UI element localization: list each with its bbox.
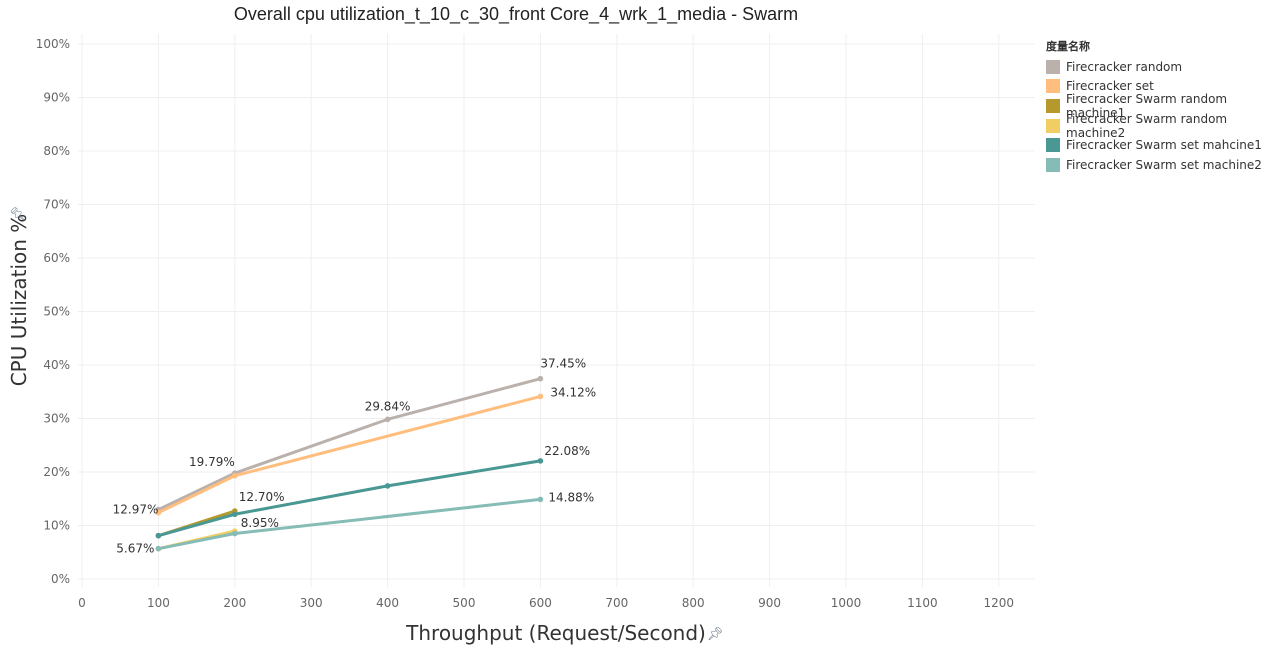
series-line (155, 393, 544, 516)
x-tick-label: 900 (758, 596, 781, 610)
legend-title: 度量名称 (1046, 40, 1090, 53)
x-axis-ticks: 0 100 200 300 400 500 600 700 800 900 1000 1100 1200 (78, 596, 1014, 610)
x-tick-label: 200 (223, 596, 246, 610)
y-axis-ticks: 0% 10% 20% 30% 40% 50% 60% 70% 80% 90% 100% (36, 37, 70, 586)
data-point[interactable] (384, 483, 391, 489)
legend-label: Firecracker Swarm set mahcine1 (1066, 138, 1262, 153)
y-tick-label: 60% (43, 251, 70, 265)
legend: 度量名称 Firecracker random Firecracker set Fi… (1046, 38, 1277, 175)
legend-item[interactable]: Firecracker set (1046, 77, 1277, 97)
data-label: 8.95% (241, 516, 279, 530)
x-tick-label: 0 (78, 596, 86, 610)
data-point[interactable] (155, 509, 162, 516)
legend-item[interactable]: Firecracker Swarm set mahcine1 (1046, 135, 1277, 155)
data-label: 29.84% (365, 399, 411, 413)
data-point[interactable] (232, 511, 238, 518)
chart-title: Overall cpu utilization_t_10_c_30_front … (234, 4, 798, 25)
y-tick-label: 10% (43, 519, 70, 533)
legend-swatch (1046, 157, 1060, 172)
x-tick-label: 700 (605, 596, 628, 610)
y-tick-label: 70% (43, 198, 70, 212)
data-label: 22.08% (544, 444, 590, 458)
y-tick-label: 80% (43, 144, 70, 158)
data-label: 5.67% (116, 542, 154, 556)
series (155, 375, 544, 552)
data-point[interactable] (232, 472, 238, 479)
y-tick-label: 30% (43, 412, 70, 426)
data-label: 37.45% (540, 357, 586, 371)
legend-label: Firecracker random (1066, 59, 1183, 74)
y-tick-label: 0% (51, 572, 70, 586)
y-tick-label: 90% (43, 91, 70, 105)
y-axis-label: CPU Utilization % (7, 214, 31, 387)
y-tick-label: 40% (43, 358, 70, 372)
x-axis-pin-icon[interactable]: 📌︎ (707, 626, 724, 641)
data-point[interactable] (537, 458, 544, 464)
legend-item[interactable]: Firecracker Swarm random machine2 (1046, 112, 1277, 140)
x-tick-label: 800 (682, 596, 705, 610)
grid (78, 34, 1035, 587)
x-tick-label: 600 (529, 596, 552, 610)
series-path (156, 497, 542, 551)
data-label: 19.79% (189, 455, 235, 469)
legend-swatch (1046, 59, 1060, 74)
data-label: 12.97% (113, 503, 159, 517)
legend-items: Firecracker random Firecracker set Firecra… (1046, 57, 1277, 175)
data-point[interactable] (155, 545, 162, 552)
series-path (156, 459, 542, 538)
series-path (156, 377, 542, 512)
legend-swatch (1046, 118, 1060, 133)
x-tick-label: 1200 (984, 596, 1015, 610)
legend-label: Firecracker Swarm random machine2 (1066, 111, 1228, 140)
series-line (155, 458, 544, 539)
data-point[interactable] (537, 393, 544, 400)
data-point[interactable] (537, 375, 544, 382)
legend-item[interactable]: Firecracker Swarm random machine1 (1046, 92, 1277, 120)
y-tick-label: 50% (43, 305, 70, 319)
x-tick-label: 1000 (831, 596, 862, 610)
legend-swatch (1046, 98, 1060, 113)
legend-label: Firecracker Swarm set machine2 (1066, 157, 1262, 172)
data-point[interactable] (537, 496, 544, 503)
x-tick-label: 400 (376, 596, 399, 610)
legend-item[interactable]: Firecracker random (1046, 57, 1277, 77)
data-label: 14.88% (548, 490, 594, 504)
data-labels: 12.97% 5.67% 19.79% 12.70% 8.95% 29.84% 37.45%… (113, 357, 597, 556)
x-tick-label: 300 (300, 596, 323, 610)
data-label: 12.70% (239, 490, 285, 504)
legend-item[interactable]: Firecracker Swarm set machine2 (1046, 155, 1277, 175)
legend-label: Firecracker Swarm random machine1 (1066, 91, 1228, 120)
y-axis-pin-icon[interactable]: 📌︎ (10, 206, 25, 223)
legend-swatch (1046, 79, 1060, 94)
x-tick-label: 100 (147, 596, 170, 610)
data-point[interactable] (155, 532, 162, 539)
y-tick-label: 20% (43, 465, 70, 479)
y-tick-label: 100% (36, 37, 70, 51)
data-point[interactable] (384, 416, 391, 423)
series-line (155, 496, 544, 552)
data-label: 34.12% (550, 385, 596, 399)
x-tick-label: 1100 (907, 596, 938, 610)
data-point[interactable] (232, 530, 238, 537)
x-tick-label: 500 (453, 596, 476, 610)
legend-swatch (1046, 138, 1060, 153)
legend-label: Firecracker set (1066, 79, 1154, 94)
x-axis-label: Throughput (Request/Second) (405, 621, 706, 645)
